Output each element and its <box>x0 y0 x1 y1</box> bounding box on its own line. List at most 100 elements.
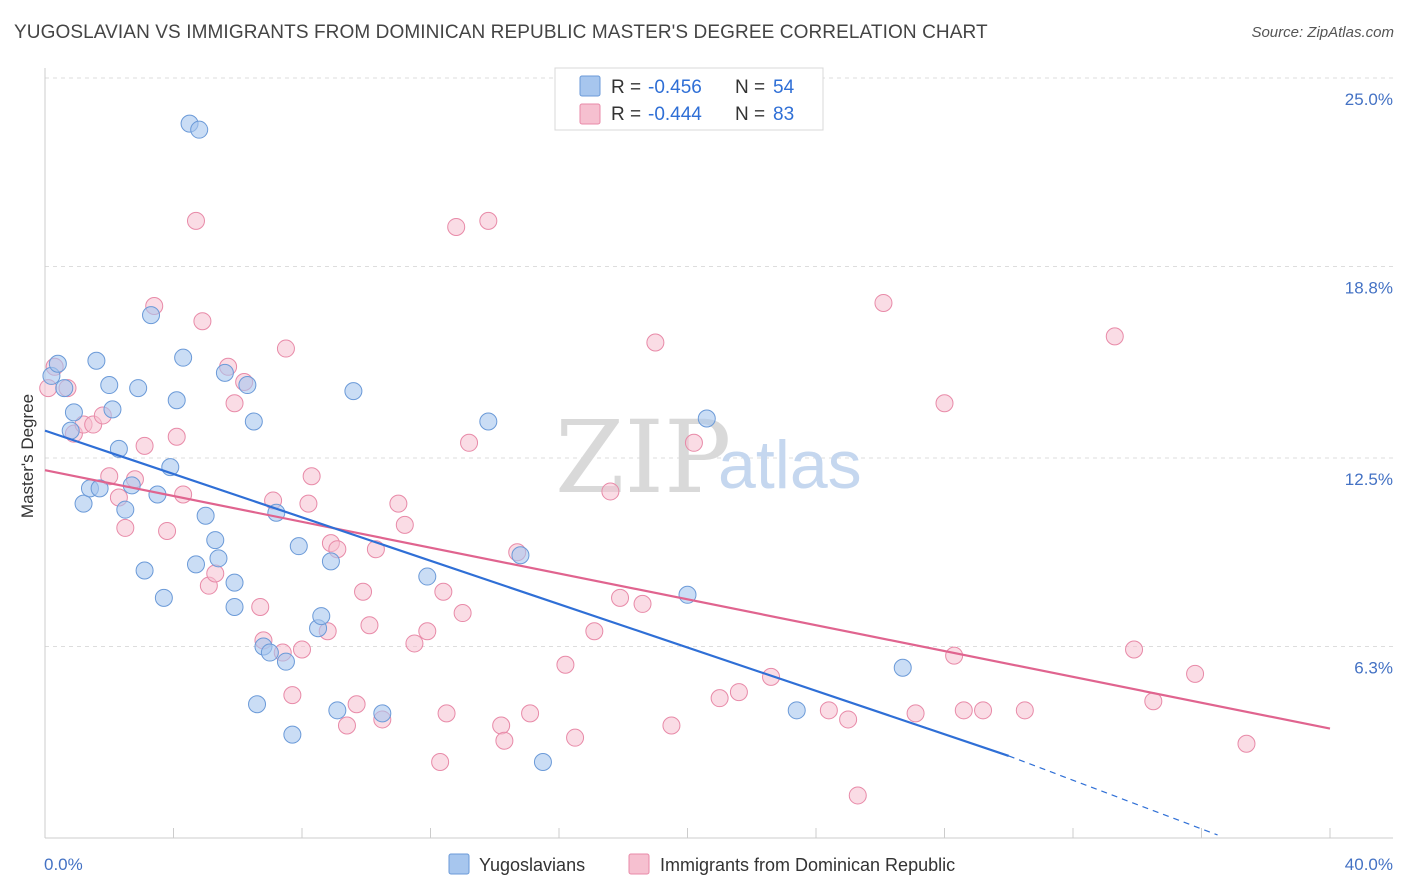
legend-swatch-dominican <box>628 853 650 875</box>
data-point-yugoslavian <box>90 479 109 498</box>
watermark: ZIP atlas <box>555 399 862 516</box>
data-point-dominican <box>167 427 186 446</box>
data-point-dominican <box>437 704 456 723</box>
data-point-yugoslavian <box>103 400 122 419</box>
data-point-yugoslavian <box>55 379 74 398</box>
data-point-yugoslavian <box>248 695 267 714</box>
chart-title: YUGOSLAVIAN VS IMMIGRANTS FROM DOMINICAN… <box>14 22 988 43</box>
chart-source: Source: ZipAtlas.com <box>1251 24 1394 41</box>
data-point-dominican <box>276 339 295 358</box>
y-tick-labels: 6.3% 12.5% 18.8% 25.0% <box>1345 90 1393 677</box>
data-point-yugoslavian <box>312 607 331 626</box>
data-point-dominican <box>116 518 135 537</box>
data-point-dominican <box>611 588 630 607</box>
data-point-dominican <box>556 655 575 674</box>
data-point-dominican <box>492 716 511 735</box>
data-point-dominican <box>225 394 244 413</box>
data-point-yugoslavian <box>190 120 209 139</box>
stats-r-label-1: R = <box>611 77 641 98</box>
data-point-dominican <box>848 786 867 805</box>
stats-r-label-2: R = <box>611 104 641 125</box>
gridlines <box>45 77 1393 647</box>
data-point-yugoslavian <box>244 412 263 431</box>
data-point-yugoslavian <box>321 552 340 571</box>
data-point-dominican <box>434 582 453 601</box>
trendline-dominican <box>44 469 1331 730</box>
data-point-dominican <box>839 710 858 729</box>
axes <box>44 68 1393 839</box>
data-point-dominican <box>158 521 177 540</box>
data-point-dominican <box>1015 701 1034 720</box>
data-point-dominican <box>935 394 954 413</box>
data-point-dominican <box>906 704 925 723</box>
data-point-dominican <box>174 485 193 504</box>
data-point-yugoslavian <box>276 652 295 671</box>
series-dominican-points <box>39 211 1256 805</box>
x-tick-label: 40.0% <box>1345 855 1393 874</box>
data-point-yugoslavian <box>87 351 106 370</box>
data-point-yugoslavian <box>328 701 347 720</box>
data-point-yugoslavian <box>225 597 244 616</box>
data-point-yugoslavian <box>225 573 244 592</box>
data-point-yugoslavian <box>289 537 308 556</box>
data-point-dominican <box>283 686 302 705</box>
stats-n-value-2: 83 <box>773 104 794 125</box>
data-point-yugoslavian <box>787 701 806 720</box>
data-point-yugoslavian <box>48 354 67 373</box>
data-point-dominican <box>395 515 414 534</box>
data-point-dominican <box>710 689 729 708</box>
data-point-yugoslavian <box>260 643 279 662</box>
data-point-dominican <box>206 564 225 583</box>
stats-n-label-2: N = <box>735 104 765 125</box>
trendline-yugoslavian <box>44 429 1010 757</box>
data-point-yugoslavian <box>533 753 552 771</box>
data-point-dominican <box>299 494 318 513</box>
data-point-yugoslavian <box>74 494 93 513</box>
legend-swatch-yugoslavians <box>448 853 470 875</box>
data-point-dominican <box>337 716 356 735</box>
data-point-dominican <box>453 604 472 623</box>
y-tick-label: 25.0% <box>1345 90 1393 109</box>
data-point-yugoslavian <box>142 306 161 325</box>
data-point-dominican <box>662 716 681 735</box>
data-point-dominican <box>729 683 748 702</box>
y-tick-label: 6.3% <box>1354 658 1393 677</box>
data-point-dominican <box>447 217 466 236</box>
x-tick-labels: 0.0% 40.0% <box>44 855 1393 874</box>
data-point-dominican <box>100 467 119 486</box>
y-tick-label: 12.5% <box>1345 470 1393 489</box>
data-point-dominican <box>521 704 540 723</box>
data-point-dominican <box>418 622 437 641</box>
data-point-dominican <box>1237 734 1256 753</box>
data-point-yugoslavian <box>238 376 257 395</box>
data-point-dominican <box>389 494 408 513</box>
stats-r-value-2: -0.444 <box>648 104 702 125</box>
data-point-yugoslavian <box>100 376 119 395</box>
data-point-dominican <box>819 701 838 720</box>
data-point-dominican <box>251 597 270 616</box>
data-point-dominican <box>354 582 373 601</box>
data-point-dominican <box>479 211 498 230</box>
data-point-yugoslavian <box>344 382 363 401</box>
data-point-dominican <box>347 695 366 714</box>
data-point-yugoslavian <box>135 561 154 580</box>
data-point-yugoslavian <box>196 506 215 525</box>
data-point-yugoslavian <box>154 588 173 607</box>
data-point-dominican <box>954 701 973 720</box>
stats-legend-swatch-pink <box>579 103 601 125</box>
data-point-yugoslavian <box>174 348 193 367</box>
data-point-dominican <box>633 594 652 613</box>
data-point-yugoslavian <box>283 725 302 744</box>
data-point-dominican <box>366 540 385 559</box>
watermark-atlas: atlas <box>718 427 862 503</box>
data-point-yugoslavian <box>186 555 205 574</box>
stats-n-label-1: N = <box>735 77 765 98</box>
data-point-dominican <box>495 731 514 750</box>
data-point-dominican <box>431 753 450 771</box>
data-point-yugoslavian <box>418 567 437 586</box>
stats-legend-swatch-blue <box>579 75 601 97</box>
stats-n-value-1: 54 <box>773 77 795 98</box>
data-point-dominican <box>360 616 379 635</box>
data-point-dominican <box>945 646 964 665</box>
data-point-yugoslavian <box>373 704 392 723</box>
